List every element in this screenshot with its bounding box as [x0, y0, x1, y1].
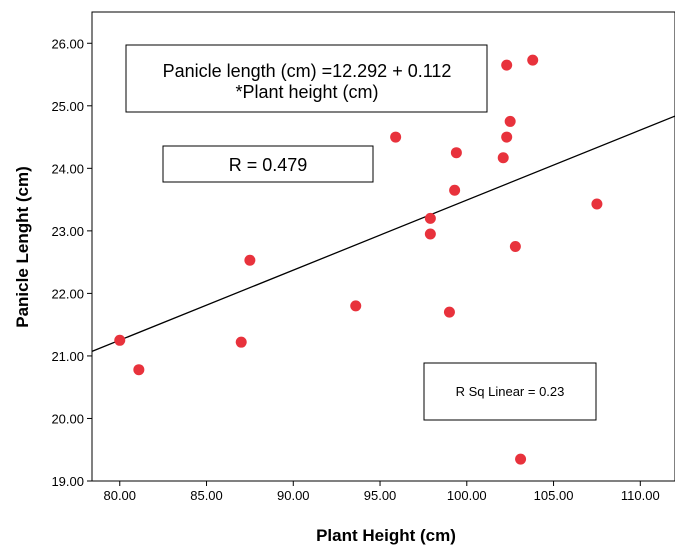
data-point: [515, 453, 527, 465]
r-value-box: R = 0.479: [162, 145, 374, 183]
data-point: [424, 228, 436, 240]
data-point: [501, 131, 513, 143]
data-point: [504, 115, 516, 127]
data-point: [244, 254, 256, 266]
data-point: [114, 334, 126, 346]
data-point: [235, 336, 247, 348]
y-tick-label: 22.00: [51, 286, 84, 301]
y-tick-label: 24.00: [51, 161, 84, 176]
x-tick-label: 105.00: [534, 488, 574, 503]
equation-box: Panicle length (cm) =12.292 + 0.112 *Pla…: [125, 44, 488, 113]
y-tick-label: 23.00: [51, 224, 84, 239]
y-tick-label: 25.00: [51, 99, 84, 114]
x-tick-label: 100.00: [447, 488, 487, 503]
data-point: [449, 184, 461, 196]
data-point: [509, 241, 521, 252]
data-point: [443, 306, 455, 318]
data-point: [591, 198, 603, 210]
x-tick-label: 95.00: [364, 488, 397, 503]
data-point: [424, 212, 436, 224]
data-point: [390, 131, 402, 143]
r-value-label: R = 0.479: [229, 155, 308, 175]
data-point: [501, 59, 513, 71]
y-tick-label: 20.00: [51, 411, 84, 426]
x-tick-label: 110.00: [621, 488, 660, 503]
x-axis-title: Plant Height (cm): [316, 526, 456, 545]
x-tick-label: 80.00: [103, 488, 136, 503]
data-point: [133, 364, 145, 376]
data-point: [497, 152, 509, 164]
x-tick-label: 85.00: [190, 488, 223, 503]
fit-line: [91, 115, 675, 352]
y-tick-label: 19.00: [51, 474, 84, 489]
equation-line-2: *Plant height (cm): [235, 82, 378, 102]
data-point: [350, 300, 362, 312]
y-tick-label: 26.00: [51, 36, 84, 51]
data-point: [450, 147, 462, 159]
data-point: [527, 54, 539, 66]
y-tick-label: 21.00: [51, 349, 84, 364]
x-tick-label: 90.00: [277, 488, 310, 503]
y-axis-title: Panicle Lenght (cm): [13, 166, 32, 328]
r-squared-box: R Sq Linear = 0.23: [423, 362, 597, 421]
r-squared-label: R Sq Linear = 0.23: [456, 384, 565, 399]
equation-line-1: Panicle length (cm) =12.292 + 0.112: [163, 61, 452, 81]
